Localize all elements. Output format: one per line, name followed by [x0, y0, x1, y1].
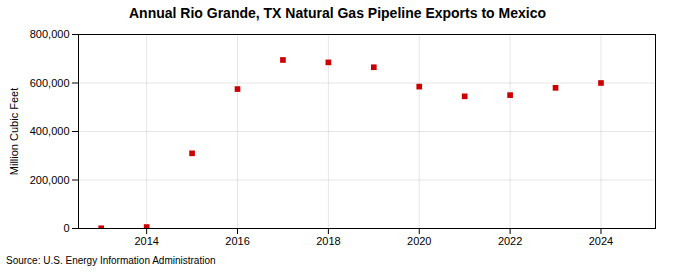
svg-text:800,000: 800,000: [30, 28, 70, 40]
html-text:Annual Rio Grande, TX Natural: Annual Rio Grande, TX Natural Gas Pipeli…: [129, 5, 546, 21]
html-text:Source: U.S. Energy Informatio: Source: U.S. Energy Information Administ…: [6, 255, 216, 266]
svg-text:400,000: 400,000: [30, 125, 70, 137]
svg-text:2016: 2016: [225, 235, 249, 247]
svg-text:2014: 2014: [134, 235, 158, 247]
svg-text:2022: 2022: [498, 235, 522, 247]
svg-text:200,000: 200,000: [30, 174, 70, 186]
svg-text:Million Cubic Feet: Million Cubic Feet: [8, 88, 20, 175]
svg-text:2024: 2024: [589, 235, 613, 247]
svg-text:600,000: 600,000: [30, 77, 70, 89]
svg-text:0: 0: [63, 222, 69, 234]
svg-text:2020: 2020: [407, 235, 431, 247]
svg-text:2018: 2018: [316, 235, 340, 247]
